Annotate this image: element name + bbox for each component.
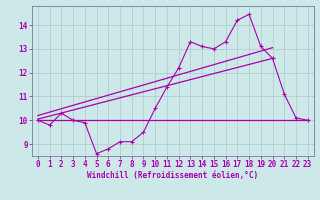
X-axis label: Windchill (Refroidissement éolien,°C): Windchill (Refroidissement éolien,°C) bbox=[87, 171, 258, 180]
